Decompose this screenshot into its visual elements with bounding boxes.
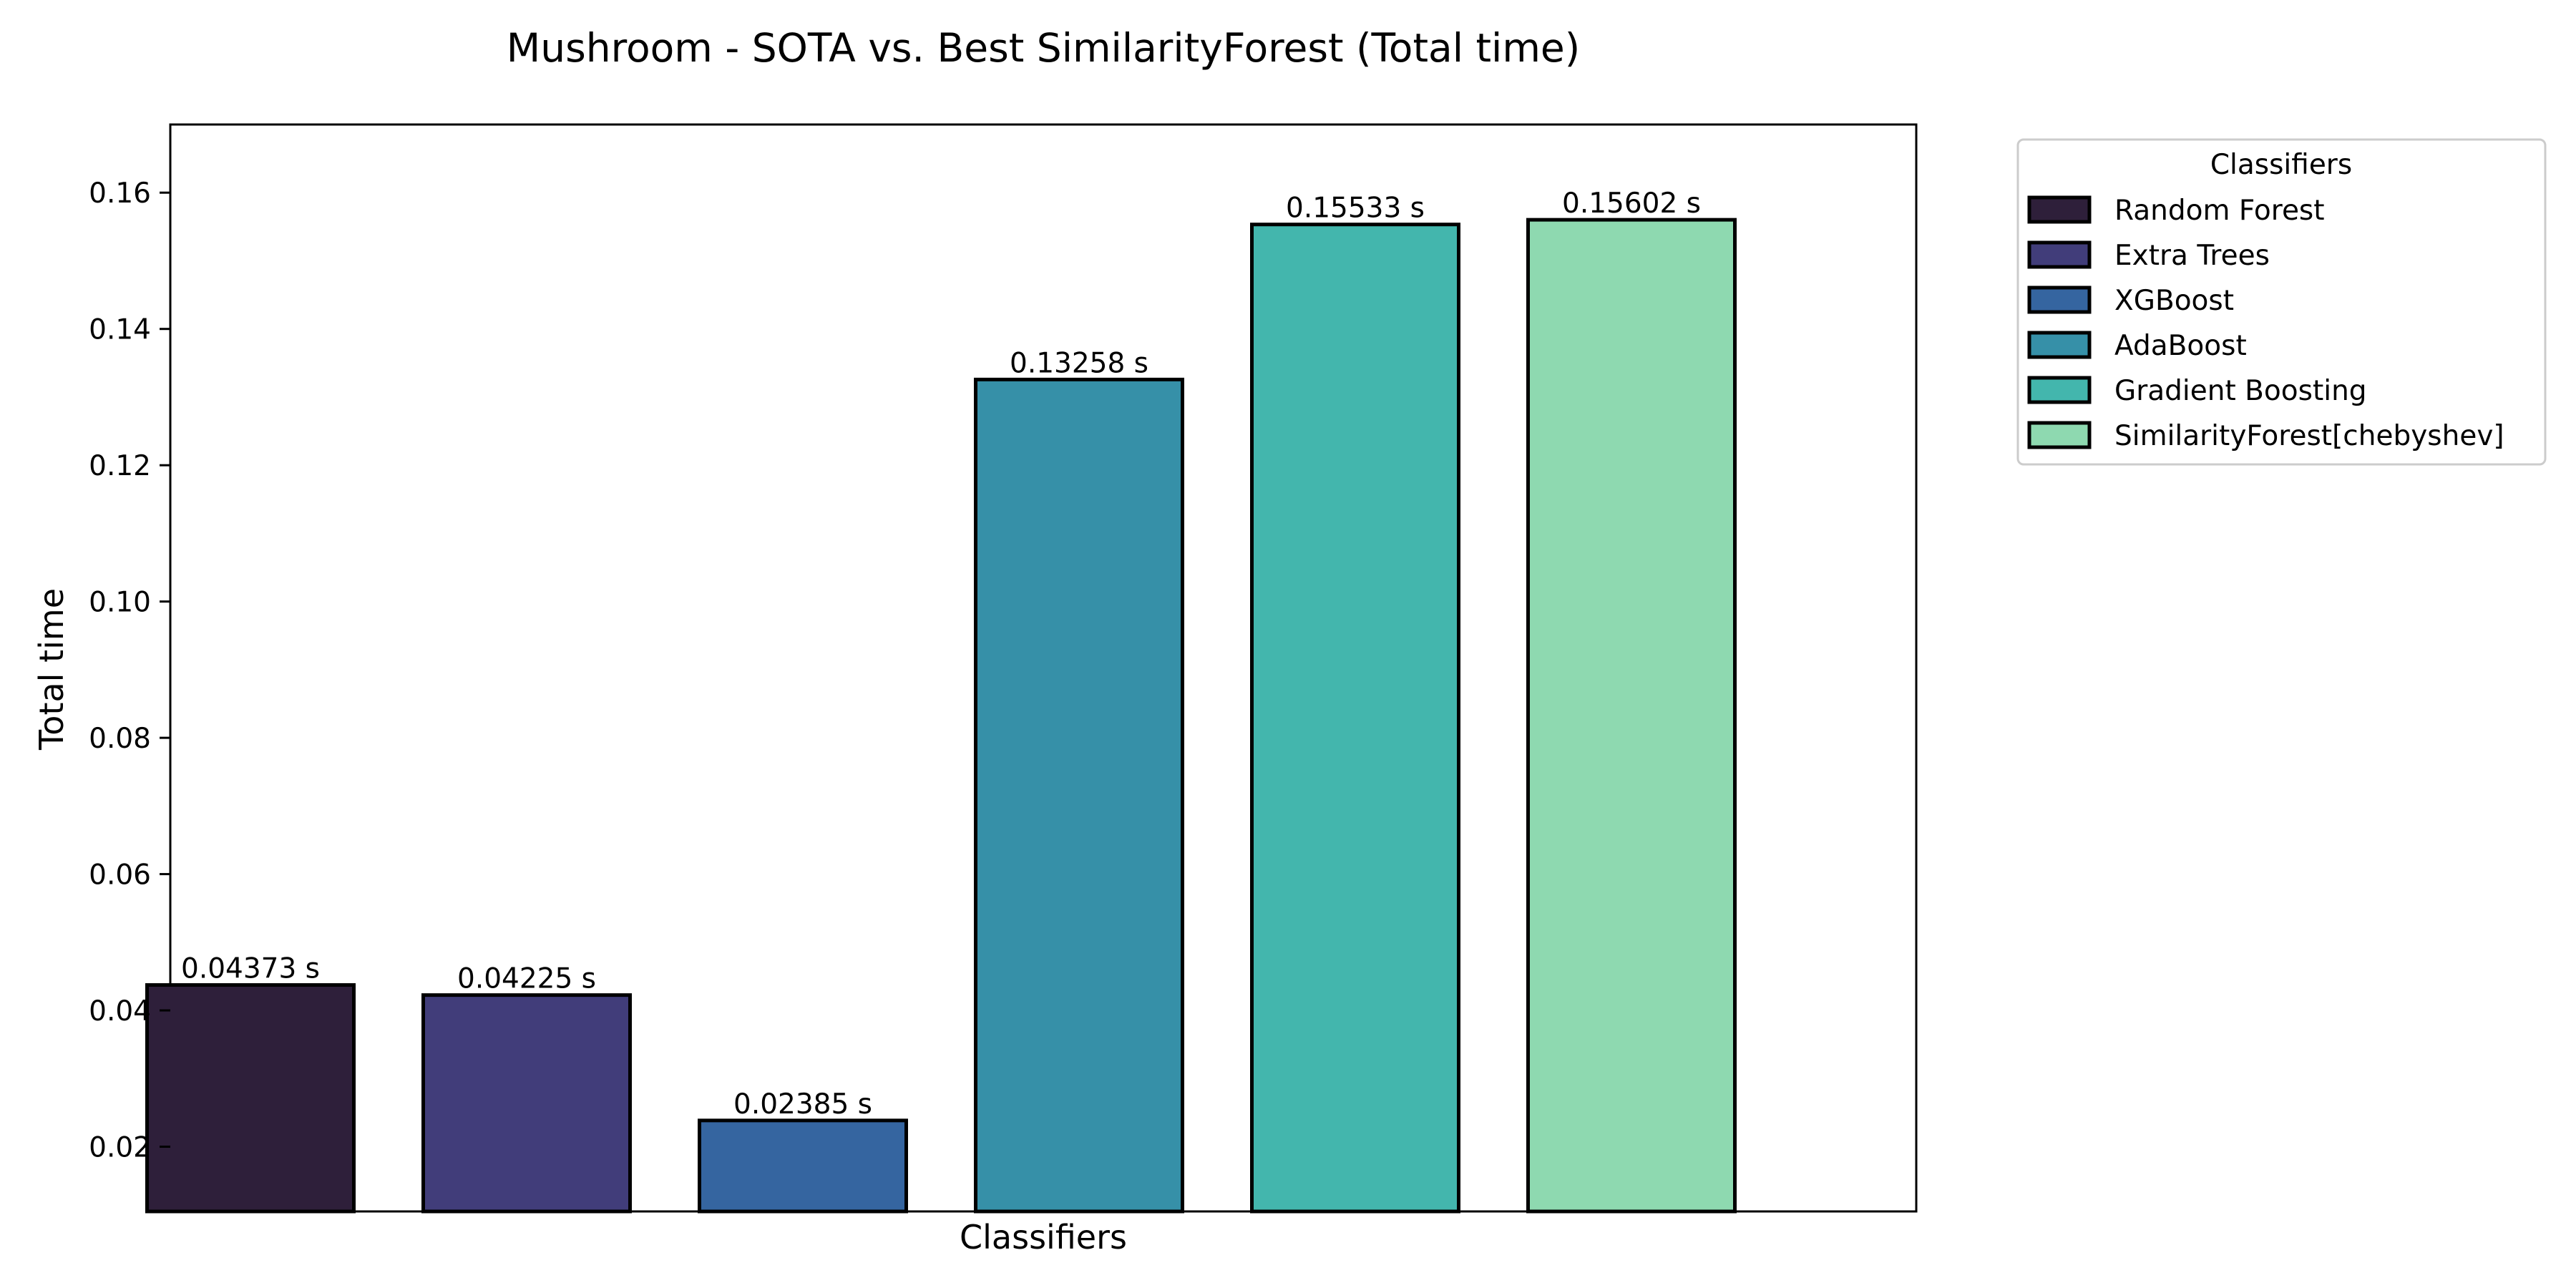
data-label: 0.02385 s: [733, 1088, 872, 1121]
data-label: 0.04225 s: [457, 963, 596, 995]
bar-random-forest: [145, 983, 356, 1214]
legend-swatch: [2027, 331, 2092, 359]
data-labels-group: 0.04373 s 0.04225 s 0.02385 s 0.13258 s 0.15…: [181, 187, 1701, 1121]
legend-label: AdaBoost: [2114, 330, 2247, 362]
data-label: 0.04373 s: [181, 953, 320, 985]
legend-label: Extra Trees: [2114, 240, 2270, 272]
bar-similarityforest-chebyshev-: [1526, 218, 1737, 1214]
legend: Classifiers Random Forest Extra Trees XGBo…: [2016, 138, 2547, 466]
bar-extra-trees: [421, 993, 632, 1214]
data-label: 0.15602 s: [1562, 187, 1701, 220]
y-tick-label: 0.14: [89, 314, 151, 346]
bar-xgboost: [698, 1118, 908, 1214]
legend-swatch: [2027, 376, 2092, 404]
chart-title: Mushroom - SOTA vs. Best SimilarityFores…: [507, 25, 1580, 71]
legend-label: XGBoost: [2114, 285, 2234, 317]
data-label: 0.13258 s: [1010, 347, 1148, 379]
legend-label: Random Forest: [2114, 195, 2325, 227]
legend-title: Classifiers: [2210, 149, 2352, 181]
y-tick-label: 0.04: [89, 995, 151, 1028]
legend-entries: Random Forest Extra Trees XGBoost AdaBoost G…: [2027, 195, 2504, 452]
legend-swatch: [2027, 286, 2092, 314]
legend-label: SimilarityForest[chebyshev]: [2114, 420, 2504, 452]
x-axis-label: Classifiers: [960, 1218, 1127, 1257]
bar-adaboost: [974, 377, 1184, 1214]
data-label: 0.15533 s: [1286, 192, 1425, 225]
bar-gradient-boosting: [1250, 223, 1460, 1214]
y-axis-label: Total time: [32, 588, 71, 751]
y-tick-label: 0.06: [89, 859, 151, 892]
y-tick-label: 0.16: [89, 177, 151, 210]
legend-frame: [2016, 138, 2547, 466]
legend-swatch: [2027, 240, 2092, 269]
legend-label: Gradient Boosting: [2114, 375, 2367, 407]
legend-swatch: [2027, 195, 2092, 224]
y-axis: 0.02 0.04 0.06 0.08 0.10 0.12 0.14 0.16: [89, 177, 170, 1164]
y-tick-label: 0.08: [89, 723, 151, 755]
bars-group: [145, 218, 1737, 1214]
y-tick-label: 0.12: [89, 450, 151, 482]
y-tick-label: 0.10: [89, 587, 151, 619]
legend-swatch: [2027, 421, 2092, 449]
y-tick-label: 0.02: [89, 1132, 151, 1164]
